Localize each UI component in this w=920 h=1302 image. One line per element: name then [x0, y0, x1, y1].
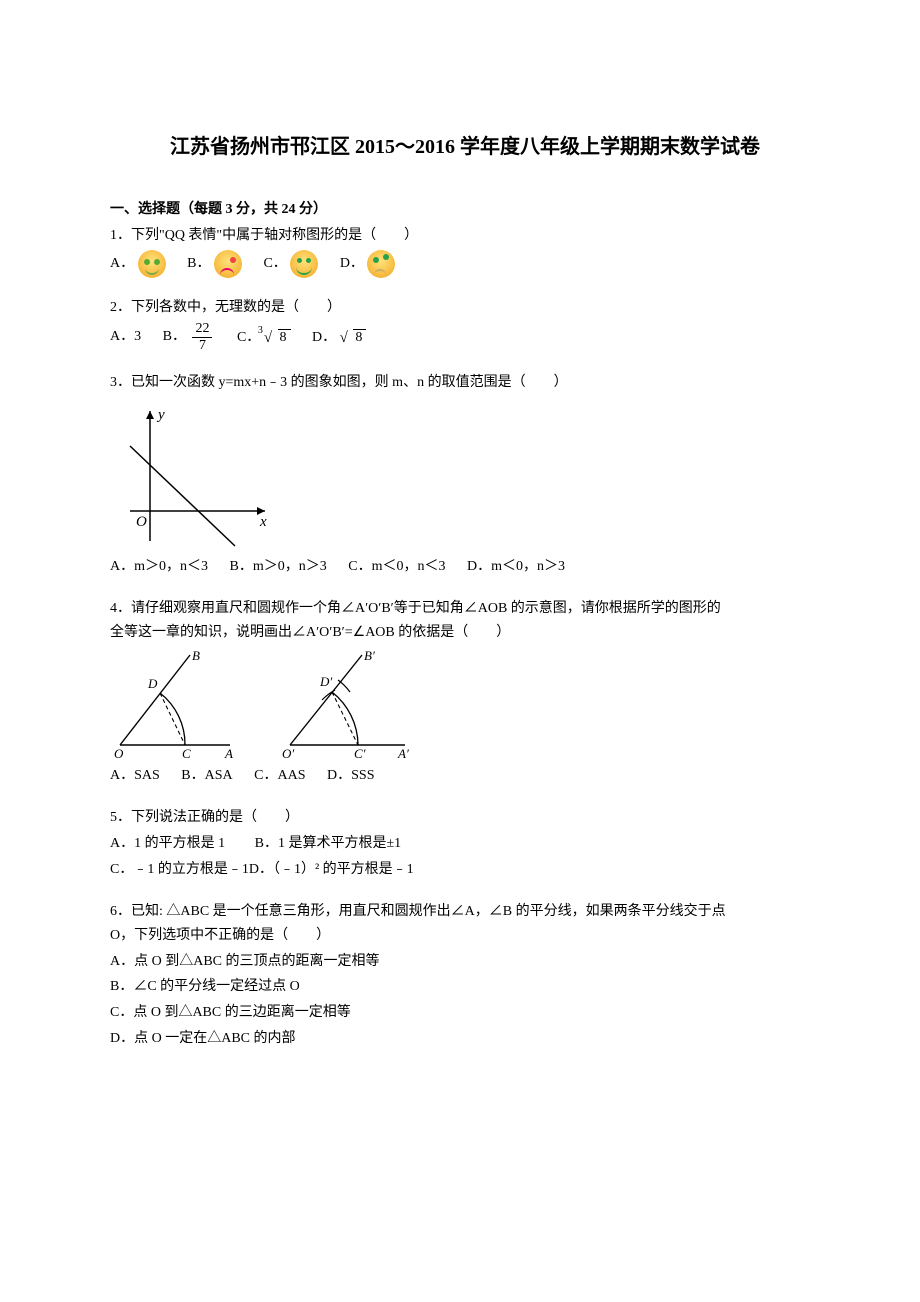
section-header-1: 一、选择题（每题 3 分，共 24 分） [110, 198, 820, 222]
q1-opt-d-label: D． [340, 256, 364, 271]
q4-opt-d: D．SSS [327, 764, 374, 788]
svg-text:O: O [114, 746, 124, 760]
cuberoot-8: 3 8 [264, 325, 291, 351]
emoji-d-icon [367, 250, 395, 278]
q2-opt-d-label: D． [312, 330, 336, 345]
q6-stem-1: 6．已知: △ABC 是一个任意三角形，用直尺和圆规作出∠A，∠B 的平分线，如… [110, 900, 820, 924]
q5-opt-a: A．1 的平方根是 1 [110, 832, 225, 856]
svg-text:C′: C′ [354, 746, 366, 760]
question-5: 5．下列说法正确的是（ ） A．1 的平方根是 1 B．1 是算术平方根是±1 … [110, 806, 820, 882]
question-3: 3．已知一次函数 y=mx+n﹣3 的图象如图，则 m、n 的取值范围是（ ） … [110, 371, 820, 579]
q1-opt-a: A． [110, 250, 166, 278]
svg-text:O′: O′ [282, 746, 294, 760]
q5-opt-d: D．（﹣1）² 的平方根是﹣1 [249, 858, 414, 882]
frac-num: 22 [192, 321, 212, 337]
svg-text:C: C [182, 746, 191, 760]
emoji-c-icon [290, 250, 318, 278]
root-radicand: 8 [353, 329, 366, 345]
svg-text:D′: D′ [319, 674, 332, 689]
q1-opt-a-label: A． [110, 256, 134, 271]
q3-figure: y x O [110, 401, 820, 551]
question-1: 1．下列"QQ 表情"中属于轴对称图形的是（ ） A． B． C． D． [110, 224, 820, 278]
svg-text:D: D [147, 676, 158, 691]
q2-opt-c: C． 3 8 [237, 325, 291, 351]
root-index: 3 [258, 322, 263, 339]
q4-opt-b: B．ASA [181, 764, 232, 788]
question-4: 4．请仔细观察用直尺和圆规作一个角∠A′O′B′等于已知角∠AOB 的示意图，请… [110, 597, 820, 789]
q6-opt-b: B．∠C 的平分线一定经过点 O [110, 975, 820, 999]
q4-figure-left: O C A D B [110, 650, 240, 760]
q3-opt-c: C．m＜0，n＜3 [348, 555, 445, 579]
q3-opt-a: A．m＞0，n＜3 [110, 555, 208, 579]
q6-stem-2: O，下列选项中不正确的是（ ） [110, 924, 820, 948]
question-2: 2．下列各数中，无理数的是（ ） A．3 B． 22 7 C． 3 8 D． [110, 296, 820, 354]
q4-opt-a: A．SAS [110, 764, 160, 788]
q3-stem: 3．已知一次函数 y=mx+n﹣3 的图象如图，则 m、n 的取值范围是（ ） [110, 371, 820, 395]
q2-opt-d: D． 8 [312, 325, 366, 351]
q5-opt-b: B．1 是算术平方根是±1 [255, 832, 402, 856]
q6-opt-d: D．点 O 一定在△ABC 的内部 [110, 1027, 820, 1051]
q4-figure-right: O′ C′ A′ D′ B′ [280, 650, 415, 760]
q4-stem-2: 全等这一章的知识，说明画出∠A′O′B′=∠AOB 的依据是（ ） [110, 621, 820, 645]
emoji-a-icon [138, 250, 166, 278]
q2-opt-c-label: C． [237, 330, 260, 345]
q5-stem: 5．下列说法正确的是（ ） [110, 806, 820, 830]
svg-text:A: A [224, 746, 233, 760]
q6-opt-c: C．点 O 到△ABC 的三边距离一定相等 [110, 1001, 820, 1025]
q3-opt-b: B．m＞0，n＞3 [230, 555, 327, 579]
root-radicand: 8 [278, 329, 291, 345]
svg-text:B: B [192, 650, 200, 663]
emoji-b-icon [214, 250, 242, 278]
origin-label: O [136, 514, 147, 530]
q1-opt-b: B． [187, 250, 242, 278]
q1-stem: 1．下列"QQ 表情"中属于轴对称图形的是（ ） [110, 224, 820, 248]
q2-opt-b: B． 22 7 [163, 321, 216, 353]
axis-x-label: x [259, 514, 267, 530]
q2-opt-b-label: B． [163, 330, 186, 345]
page-title: 江苏省扬州市邗江区 2015～2016 学年度八年级上学期期末数学试卷 [110, 130, 820, 164]
fraction-22-7: 22 7 [192, 321, 212, 353]
q1-opt-b-label: B． [187, 256, 210, 271]
question-6: 6．已知: △ABC 是一个任意三角形，用直尺和圆规作出∠A，∠B 的平分线，如… [110, 900, 820, 1051]
q2-stem: 2．下列各数中，无理数的是（ ） [110, 296, 820, 320]
q4-opt-c: C．AAS [254, 764, 305, 788]
q4-stem-1: 4．请仔细观察用直尺和圆规作一个角∠A′O′B′等于已知角∠AOB 的示意图，请… [110, 597, 820, 621]
frac-den: 7 [192, 338, 212, 353]
q4-figures: O C A D B O′ C′ A′ D′ B′ [110, 650, 820, 760]
svg-text:A′: A′ [397, 746, 409, 760]
q1-opt-c: C． [263, 250, 318, 278]
q3-opt-d: D．m＜0，n＞3 [467, 555, 565, 579]
q2-opt-a: A．3 [110, 325, 141, 349]
sqrt-8: 8 [340, 325, 367, 351]
q1-opt-c-label: C． [263, 256, 286, 271]
axis-y-label: y [156, 407, 165, 423]
q6-opt-a: A．点 O 到△ABC 的三顶点的距离一定相等 [110, 950, 820, 974]
svg-text:B′: B′ [364, 650, 375, 663]
q1-opt-d: D． [340, 250, 396, 278]
q5-opt-c: C．﹣1 的立方根是﹣1 [110, 858, 249, 882]
